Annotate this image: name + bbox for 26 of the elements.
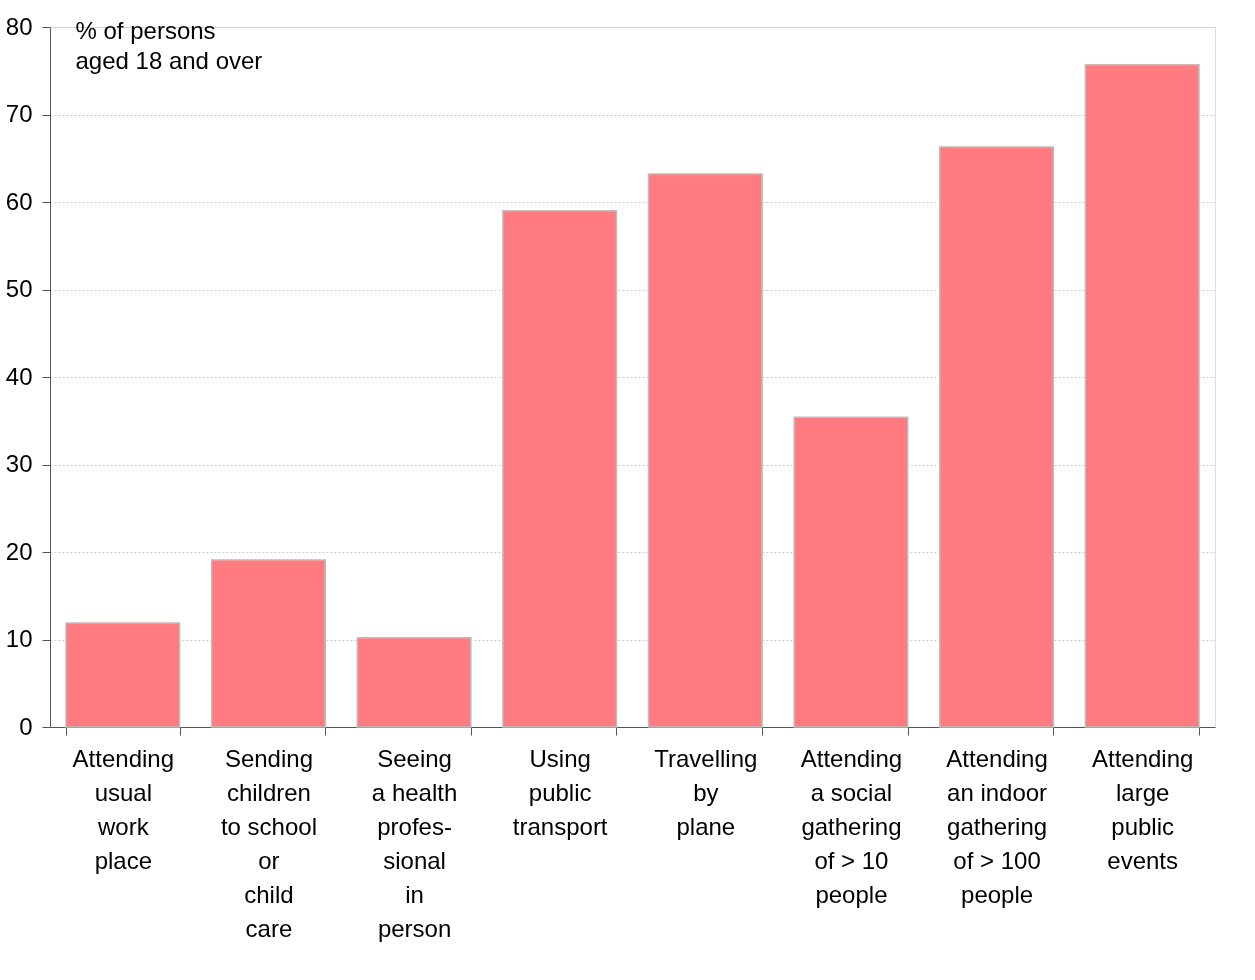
y-tick-label: 50: [5, 275, 33, 302]
y-tick-label: 60: [5, 187, 33, 215]
bar: [1084, 63, 1200, 728]
y-tick-label: 70: [5, 100, 33, 127]
x-tick-label: Seeing a health profes- sional in person: [371, 744, 458, 942]
y-axis-title: % of persons aged 18 and over: [75, 16, 263, 74]
x-tick-label: Travelling by plane: [654, 744, 758, 840]
bar: [502, 210, 618, 728]
y-tick-label: 20: [5, 537, 33, 565]
x-tick-label: Attending large public events: [1091, 744, 1194, 874]
y-tick-label: 10: [5, 625, 33, 652]
x-tick-label: Attending an indoor gathering of > 100 people: [946, 744, 1048, 908]
bar: [65, 622, 181, 728]
x-tick-label: Attending a social gathering of > 10 people: [800, 744, 903, 908]
bar: [210, 559, 326, 728]
y-tick-label: 30: [5, 450, 33, 477]
x-tick-label: Sending children to school or child care: [220, 744, 317, 942]
y-tick-label: 80: [5, 12, 33, 40]
bar: [647, 173, 763, 728]
y-tick-label: 40: [5, 362, 33, 390]
bar: [356, 637, 472, 728]
bar: [939, 146, 1055, 728]
y-tick-label: 0: [19, 712, 33, 740]
bar: [793, 416, 909, 728]
x-tick-label: Attending usual work place: [72, 744, 175, 874]
x-tick-label: Using public transport: [512, 744, 608, 840]
